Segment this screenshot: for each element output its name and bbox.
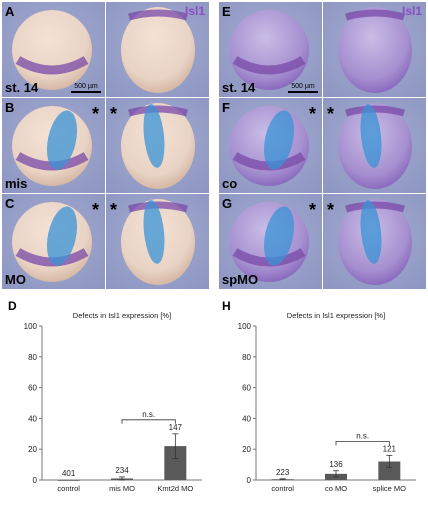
y-tick-label: 80 bbox=[242, 353, 251, 362]
y-tick-label: 20 bbox=[242, 445, 251, 454]
asterisk: * bbox=[91, 200, 99, 220]
micrograph-tile: Isl1 bbox=[323, 2, 426, 97]
asterisk: * bbox=[110, 200, 118, 220]
significance-label: n.s. bbox=[356, 431, 369, 440]
y-tick-label: 0 bbox=[33, 476, 38, 485]
panel-letter: B bbox=[5, 100, 15, 115]
row-label: spMO bbox=[222, 272, 259, 287]
asterisk: * bbox=[327, 104, 335, 124]
y-tick-label: 100 bbox=[24, 322, 38, 331]
panel-letter: D bbox=[8, 299, 17, 313]
scale-bar: 500 µm bbox=[71, 83, 101, 93]
row-label: st. 14 bbox=[222, 80, 256, 95]
embryo-image bbox=[323, 194, 426, 289]
n-label: 223 bbox=[276, 468, 290, 477]
asterisk: * bbox=[110, 104, 118, 124]
x-tick-label: splice MO bbox=[373, 484, 407, 493]
embryo-image bbox=[2, 98, 105, 193]
scale-bar: 500 µm bbox=[288, 83, 318, 93]
x-tick-label: control bbox=[57, 484, 80, 493]
bar bbox=[57, 480, 80, 481]
chart-h-svg: H Defects in Isl1 expression [%] 0 20 40 60 80… bbox=[222, 299, 416, 493]
embryo-image bbox=[106, 2, 209, 97]
scale-bar-line bbox=[71, 91, 101, 93]
significance-label: n.s. bbox=[142, 410, 155, 419]
x-tick-label: co MO bbox=[325, 484, 347, 493]
micrograph-tile: C MO * bbox=[2, 194, 105, 289]
chart-panel-h: H Defects in Isl1 expression [%] 0 20 40 60 80… bbox=[214, 296, 428, 500]
x-tick-label: mis MO bbox=[109, 484, 135, 493]
isl1-label: Isl1 bbox=[401, 4, 422, 18]
embryo-image bbox=[106, 98, 209, 193]
panel-letter: H bbox=[222, 299, 231, 313]
y-tick-label: 100 bbox=[238, 322, 252, 331]
n-label: 121 bbox=[383, 444, 397, 453]
embryo bbox=[338, 7, 412, 93]
embryo-image bbox=[219, 2, 322, 97]
chart-title: Defects in Isl1 expression [%] bbox=[73, 311, 171, 320]
bar bbox=[378, 461, 401, 480]
scale-bar-label: 500 µm bbox=[291, 83, 315, 90]
isl1-label: Isl1 bbox=[184, 4, 205, 18]
asterisk: * bbox=[91, 104, 99, 124]
significance-bracket bbox=[335, 440, 390, 446]
chart-title: Defects in Isl1 expression [%] bbox=[287, 311, 385, 320]
asterisk: * bbox=[308, 104, 316, 124]
embryo bbox=[12, 10, 92, 90]
panel-letter: A bbox=[5, 4, 15, 19]
n-label: 147 bbox=[169, 423, 183, 432]
chart-panel-d: D Defects in Isl1 expression [%] 0 20 40 60 80… bbox=[0, 296, 214, 500]
embryo bbox=[121, 7, 195, 93]
y-tick-label: 0 bbox=[247, 476, 252, 485]
y-tick-label: 80 bbox=[28, 353, 37, 362]
embryo-image bbox=[2, 2, 105, 97]
y-tick-label: 20 bbox=[28, 445, 37, 454]
y-tick-label: 40 bbox=[242, 414, 251, 423]
y-tick-label: 60 bbox=[242, 384, 251, 393]
panel-letter: E bbox=[222, 4, 231, 19]
n-label: 401 bbox=[62, 469, 76, 478]
scale-bar-label: 500 µm bbox=[74, 83, 98, 90]
row-label: st. 14 bbox=[5, 80, 39, 95]
y-tick-label: 40 bbox=[28, 414, 37, 423]
scale-bar-line bbox=[288, 91, 318, 93]
micrograph-tile: * bbox=[106, 194, 209, 289]
n-label: 234 bbox=[115, 466, 129, 475]
x-tick-label: control bbox=[271, 484, 294, 493]
chart-d-svg: D Defects in Isl1 expression [%] 0 20 40 60 80… bbox=[8, 299, 202, 493]
n-label: 136 bbox=[329, 460, 343, 469]
panel-letter: G bbox=[222, 196, 233, 211]
panel-letter: F bbox=[222, 100, 230, 115]
asterisk: * bbox=[327, 200, 335, 220]
embryo-image bbox=[106, 194, 209, 289]
y-tick-label: 60 bbox=[28, 384, 37, 393]
bar bbox=[164, 446, 187, 480]
micrograph-tile: * bbox=[323, 98, 426, 193]
row-label: co bbox=[222, 176, 238, 191]
micrograph-tile: Isl1 bbox=[106, 2, 209, 97]
embryo-image bbox=[323, 2, 426, 97]
micrograph-tile: * bbox=[106, 98, 209, 193]
asterisk: * bbox=[308, 200, 316, 220]
panel-letter: C bbox=[5, 196, 15, 211]
micrograph-tile: * bbox=[323, 194, 426, 289]
embryo-image bbox=[323, 98, 426, 193]
significance-bracket bbox=[121, 419, 176, 424]
embryo-image bbox=[2, 194, 105, 289]
row-label: mis bbox=[5, 176, 28, 191]
row-label: MO bbox=[5, 272, 26, 287]
embryo-image bbox=[219, 194, 322, 289]
embryo-image bbox=[219, 98, 322, 193]
x-tick-label: Kmt2d MO bbox=[157, 484, 193, 493]
embryo bbox=[229, 10, 309, 90]
